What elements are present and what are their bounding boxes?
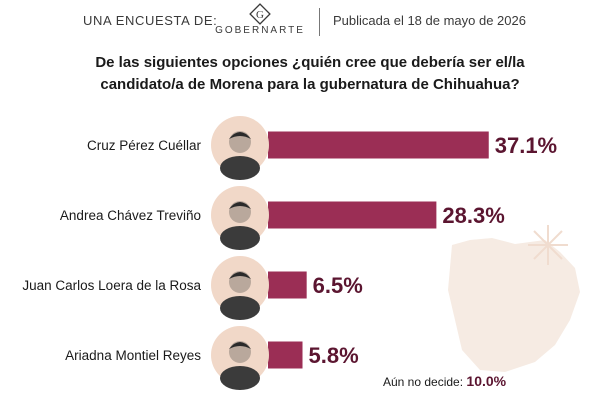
undecided-label: Aún no decide: xyxy=(383,375,464,389)
svg-text:G: G xyxy=(256,9,264,21)
value-label-3: 6.5% xyxy=(313,273,363,298)
bar-3 xyxy=(268,271,307,299)
bar-1 xyxy=(268,131,489,159)
candidate-name-4: Ariadna Montiel Reyes xyxy=(65,348,201,363)
undecided-note: Aún no decide: 10.0% xyxy=(383,373,506,389)
survey-by-label: UNA ENCUESTA DE: xyxy=(83,13,218,28)
candidate-avatar-1 xyxy=(211,116,269,180)
candidate-avatar-4 xyxy=(211,326,269,390)
question-line-2: candidato/a de Morena para la gubernatur… xyxy=(100,76,520,93)
logo-diamond-icon: G xyxy=(249,3,271,25)
candidate-name-2: Andrea Chávez Treviño xyxy=(60,208,201,223)
logo-wordmark: GOBERNARTE xyxy=(215,25,305,36)
candidate-avatar-2 xyxy=(211,186,269,250)
survey-question: De las siguientes opciones ¿quién cree q… xyxy=(70,52,550,96)
candidate-name-3: Juan Carlos Loera de la Rosa xyxy=(22,278,201,293)
candidate-name-1: Cruz Pérez Cuéllar xyxy=(87,138,202,153)
header-divider xyxy=(319,8,320,36)
header: UNA ENCUESTA DE: G GOBERNARTE Publicada … xyxy=(0,0,600,44)
value-label-1: 37.1% xyxy=(495,133,557,158)
candidate-avatar-3 xyxy=(211,256,269,320)
undecided-value: 10.0% xyxy=(466,373,507,389)
bar-4 xyxy=(268,341,303,369)
bar-2 xyxy=(268,201,437,229)
question-line-1: De las siguientes opciones ¿quién cree q… xyxy=(95,54,525,71)
value-label-2: 28.3% xyxy=(442,203,504,228)
published-date: Publicada el 18 de mayo de 2026 xyxy=(333,13,526,28)
gobernarte-logo: G GOBERNARTE xyxy=(215,2,305,42)
value-label-4: 5.8% xyxy=(309,343,359,368)
